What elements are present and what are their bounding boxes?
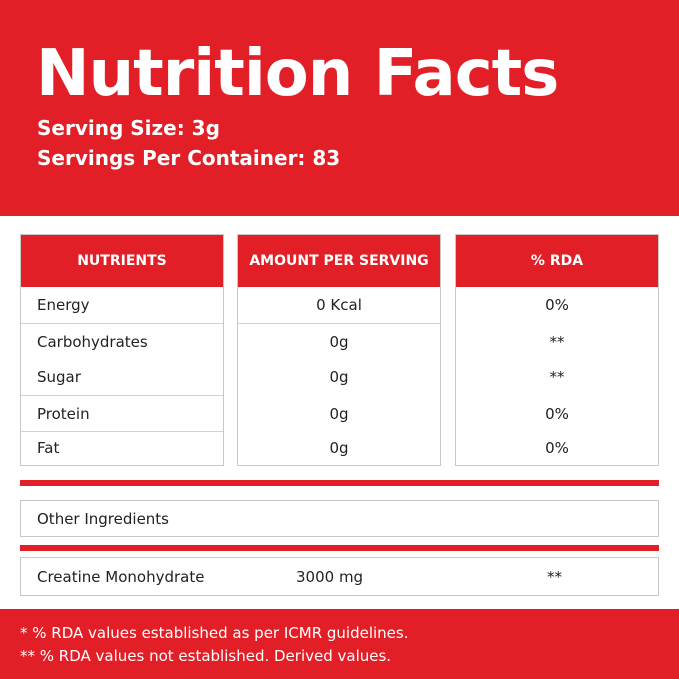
amount-protein: 0g [329, 405, 349, 423]
amount-sugar: 0g [329, 368, 349, 386]
rda-protein: 0% [545, 405, 569, 423]
amount-carbohydrates: 0g [329, 333, 349, 351]
ingredient-amount: 3000 mg [296, 567, 364, 586]
rda-fat: 0% [545, 439, 569, 457]
other-ingredients-box: Other Ingredients [20, 500, 659, 537]
serving-size: Serving Size: 3g [37, 116, 220, 140]
ingredient-rda: ** [547, 567, 562, 586]
footnote-not-established: ** % RDA values not established. Derived… [20, 647, 392, 665]
section-divider [20, 545, 659, 551]
other-ingredients-label: Other Ingredients [37, 509, 169, 528]
row-divider [21, 323, 223, 324]
row-divider [238, 323, 440, 324]
nutrient-energy: Energy [37, 296, 90, 314]
nutrients-header: NUTRIENTS [21, 235, 223, 287]
nutrient-sugar: Sugar [37, 368, 81, 386]
rda-energy: 0% [545, 296, 569, 314]
footnote-established: * % RDA values established as per ICMR g… [20, 624, 409, 642]
nutrient-protein: Protein [37, 405, 90, 423]
nutrients-column: NUTRIENTS Energy Carbohydrates Sugar Pro… [20, 234, 224, 466]
amount-fat: 0g [329, 439, 349, 457]
amount-column: AMOUNT PER SERVING 0 Kcal 0g 0g 0g 0g [237, 234, 441, 466]
amount-energy: 0 Kcal [316, 296, 362, 314]
footer-notes: * % RDA values established as per ICMR g… [0, 609, 679, 679]
amount-header: AMOUNT PER SERVING [238, 235, 440, 287]
ingredient-row: Creatine Monohydrate 3000 mg ** [20, 557, 659, 596]
rda-header: % RDA [456, 235, 658, 287]
rda-carbohydrates: ** [549, 333, 565, 351]
row-divider [21, 431, 223, 432]
page-title: Nutrition Facts [36, 37, 559, 111]
ingredient-name: Creatine Monohydrate [37, 567, 205, 586]
row-divider [21, 395, 223, 396]
rda-column: % RDA 0% ** ** 0% 0% [455, 234, 659, 466]
nutrient-carbohydrates: Carbohydrates [37, 333, 148, 351]
nutrient-fat: Fat [37, 439, 60, 457]
servings-per-container: Servings Per Container: 83 [37, 146, 341, 170]
section-divider [20, 480, 659, 486]
rda-sugar: ** [549, 368, 565, 386]
nutrition-header: Nutrition Facts Serving Size: 3g Serving… [0, 0, 679, 216]
